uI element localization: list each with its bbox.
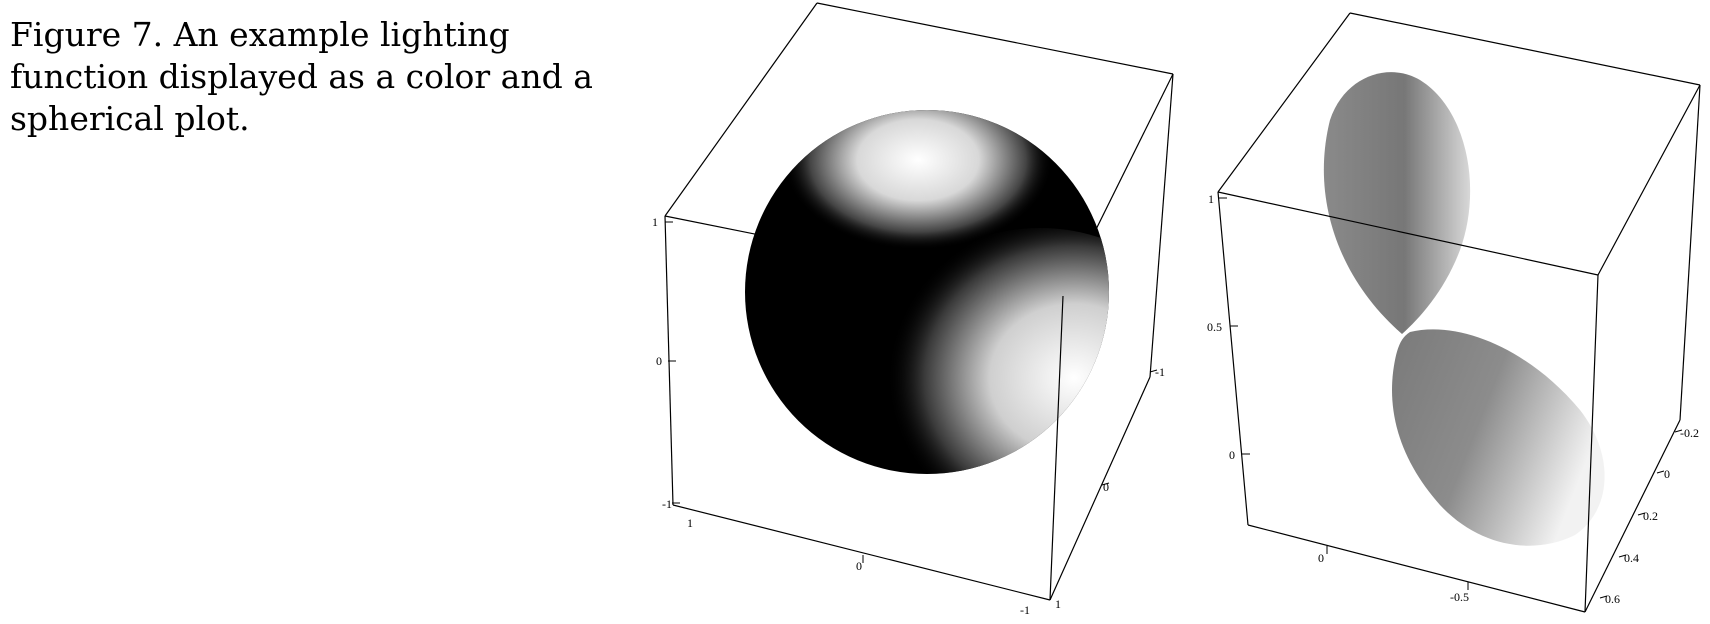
left-plot: 1 0 -1 1 0 -1 1 0 -1 bbox=[652, 2, 1174, 617]
right-front-tick-start: 0 bbox=[1318, 551, 1324, 565]
left-front-tick-mid: 0 bbox=[856, 559, 862, 573]
right-side-tick-3: 0.2 bbox=[1643, 509, 1658, 523]
right-vertical-tick-top: 1 bbox=[1208, 192, 1214, 206]
right-side-tick-1: -0.2 bbox=[1680, 426, 1699, 440]
right-plot: 1 0.5 0 0 -0.5 -0.2 0 0.2 0.4 0.6 bbox=[1207, 12, 1701, 613]
right-tick-marks bbox=[1219, 197, 1683, 599]
left-side-tick-mid: 0 bbox=[1103, 480, 1109, 494]
left-vertical-tick-mid: 0 bbox=[656, 354, 662, 368]
caption-line-3: spherical plot. bbox=[10, 99, 250, 138]
left-front-tick-start: 1 bbox=[687, 516, 693, 530]
spherical-plot-lobes bbox=[1323, 72, 1605, 546]
left-side-tick-start: 1 bbox=[1055, 597, 1061, 611]
right-front-tick-end: -0.5 bbox=[1450, 590, 1469, 604]
left-vertical-tick-bottom: -1 bbox=[662, 497, 672, 511]
right-box-back-edges bbox=[1217, 12, 1701, 193]
caption-line-1: Figure 7. An example lighting bbox=[10, 15, 510, 54]
lower-lobe bbox=[1392, 329, 1605, 546]
left-vertical-tick-top: 1 bbox=[652, 215, 658, 229]
right-vertical-tick-mid: 0.5 bbox=[1207, 320, 1222, 334]
upper-lobe bbox=[1323, 72, 1471, 334]
left-tick-marks bbox=[665, 221, 1158, 563]
right-box-front-edges bbox=[1217, 84, 1701, 613]
left-side-tick-end: -1 bbox=[1155, 365, 1165, 379]
lighting-sphere bbox=[745, 110, 1109, 474]
left-box-front-edges bbox=[664, 73, 1174, 601]
caption-line-2: function displayed as a color and a bbox=[10, 57, 593, 96]
left-front-tick-end: -1 bbox=[1020, 603, 1030, 617]
right-vertical-tick-bottom: 0 bbox=[1229, 448, 1235, 462]
right-side-tick-5: 0.6 bbox=[1605, 592, 1620, 606]
figure-caption: Figure 7. An example lighting function d… bbox=[10, 14, 593, 140]
right-side-tick-4: 0.4 bbox=[1624, 551, 1639, 565]
right-side-tick-2: 0 bbox=[1664, 467, 1670, 481]
